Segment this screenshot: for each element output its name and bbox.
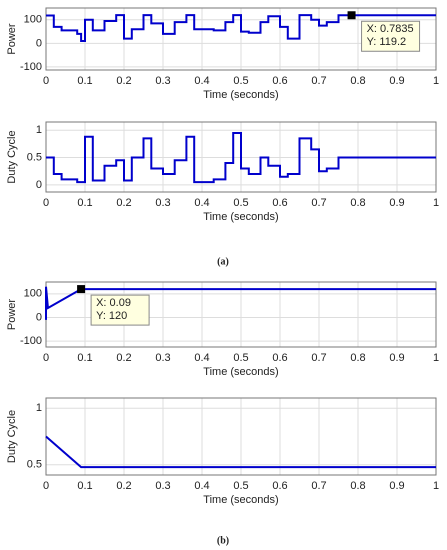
x-tick-label: 0 <box>43 480 49 492</box>
data-line <box>46 131 436 184</box>
x-tick-label: 0.4 <box>194 352 209 364</box>
x-tick-label: 0.5 <box>233 75 248 87</box>
x-axis-label: Time (seconds) <box>203 211 278 223</box>
x-tick-label: 0.9 <box>389 352 404 364</box>
data-line <box>46 14 436 43</box>
x-tick-label: 1 <box>433 197 439 209</box>
y-tick-label: -100 <box>20 335 42 347</box>
data-line <box>45 435 436 469</box>
y-tick-label: 1 <box>36 402 42 414</box>
x-tick-label: 0.1 <box>77 75 92 87</box>
x-tick-label: 0.5 <box>233 352 248 364</box>
x-tick-label: 1 <box>433 75 439 87</box>
datatip-text: X: 0.7835 <box>367 23 414 35</box>
x-axis-label: Time (seconds) <box>203 366 278 378</box>
y-tick-label: 0 <box>36 37 42 49</box>
datatip-marker <box>77 285 86 294</box>
x-tick-label: 0.1 <box>77 480 92 492</box>
x-tick-label: 0.9 <box>389 75 404 87</box>
x-axis-label: Time (seconds) <box>203 494 278 506</box>
y-tick-label: 0.5 <box>27 151 42 163</box>
y-axis-label: Power <box>6 23 18 55</box>
x-tick-label: 0.2 <box>116 352 131 364</box>
x-tick-label: 1 <box>433 480 439 492</box>
x-tick-label: 0.1 <box>77 197 92 209</box>
x-tick-label: 0.4 <box>194 480 209 492</box>
datatip-marker <box>347 11 356 20</box>
x-tick-label: 0.6 <box>272 480 287 492</box>
caption: (b) <box>217 535 229 546</box>
y-tick-label: 0.5 <box>27 459 42 471</box>
x-tick-label: 1 <box>433 352 439 364</box>
x-tick-label: 0.2 <box>116 75 131 87</box>
x-tick-label: 0.3 <box>155 197 170 209</box>
x-tick-label: 0.8 <box>350 480 365 492</box>
y-tick-label: 0 <box>36 311 42 323</box>
x-tick-label: 0.4 <box>194 197 209 209</box>
y-axis-label: Duty Cycle <box>6 410 18 463</box>
x-tick-label: 0 <box>43 75 49 87</box>
y-tick-label: 100 <box>24 288 42 300</box>
x-tick-label: 0.6 <box>272 75 287 87</box>
x-tick-label: 0.6 <box>272 352 287 364</box>
x-tick-label: 0.7 <box>311 352 326 364</box>
y-axis-label: Duty Cycle <box>6 130 18 183</box>
y-tick-label: -100 <box>20 61 42 73</box>
x-tick-label: 0.1 <box>77 352 92 364</box>
x-tick-label: 0 <box>43 352 49 364</box>
x-tick-label: 0.8 <box>350 197 365 209</box>
datatip-box <box>90 294 150 326</box>
datatip-text: Y: 119.2 <box>367 36 407 48</box>
y-axis-label: Power <box>6 299 18 331</box>
datatip-text: Y: 120 <box>96 310 127 322</box>
x-tick-label: 0.7 <box>311 197 326 209</box>
axes-box <box>45 7 437 71</box>
x-tick-label: 0.5 <box>233 480 248 492</box>
x-tick-label: 0.3 <box>155 480 170 492</box>
datatip-text: X: 0.09 <box>96 297 131 309</box>
x-tick-label: 0.2 <box>116 480 131 492</box>
x-axis-label: Time (seconds) <box>203 89 278 101</box>
x-tick-label: 0.7 <box>311 75 326 87</box>
x-tick-label: 0.9 <box>389 480 404 492</box>
x-tick-label: 0.4 <box>194 75 209 87</box>
x-tick-label: 0.7 <box>311 480 326 492</box>
caption: (a) <box>217 256 229 267</box>
x-tick-label: 0.9 <box>389 197 404 209</box>
x-tick-label: 0.8 <box>350 75 365 87</box>
x-tick-label: 0.2 <box>116 197 131 209</box>
x-tick-label: 0.3 <box>155 352 170 364</box>
data-line <box>45 286 436 320</box>
y-tick-label: 1 <box>36 124 42 136</box>
x-tick-label: 0.5 <box>233 197 248 209</box>
x-tick-label: 0.6 <box>272 197 287 209</box>
x-tick-label: 0 <box>43 197 49 209</box>
datatip-box <box>361 20 421 52</box>
x-tick-label: 0.3 <box>155 75 170 87</box>
x-tick-label: 0.8 <box>350 352 365 364</box>
y-tick-label: 100 <box>24 14 42 26</box>
y-tick-label: 0 <box>36 179 42 191</box>
